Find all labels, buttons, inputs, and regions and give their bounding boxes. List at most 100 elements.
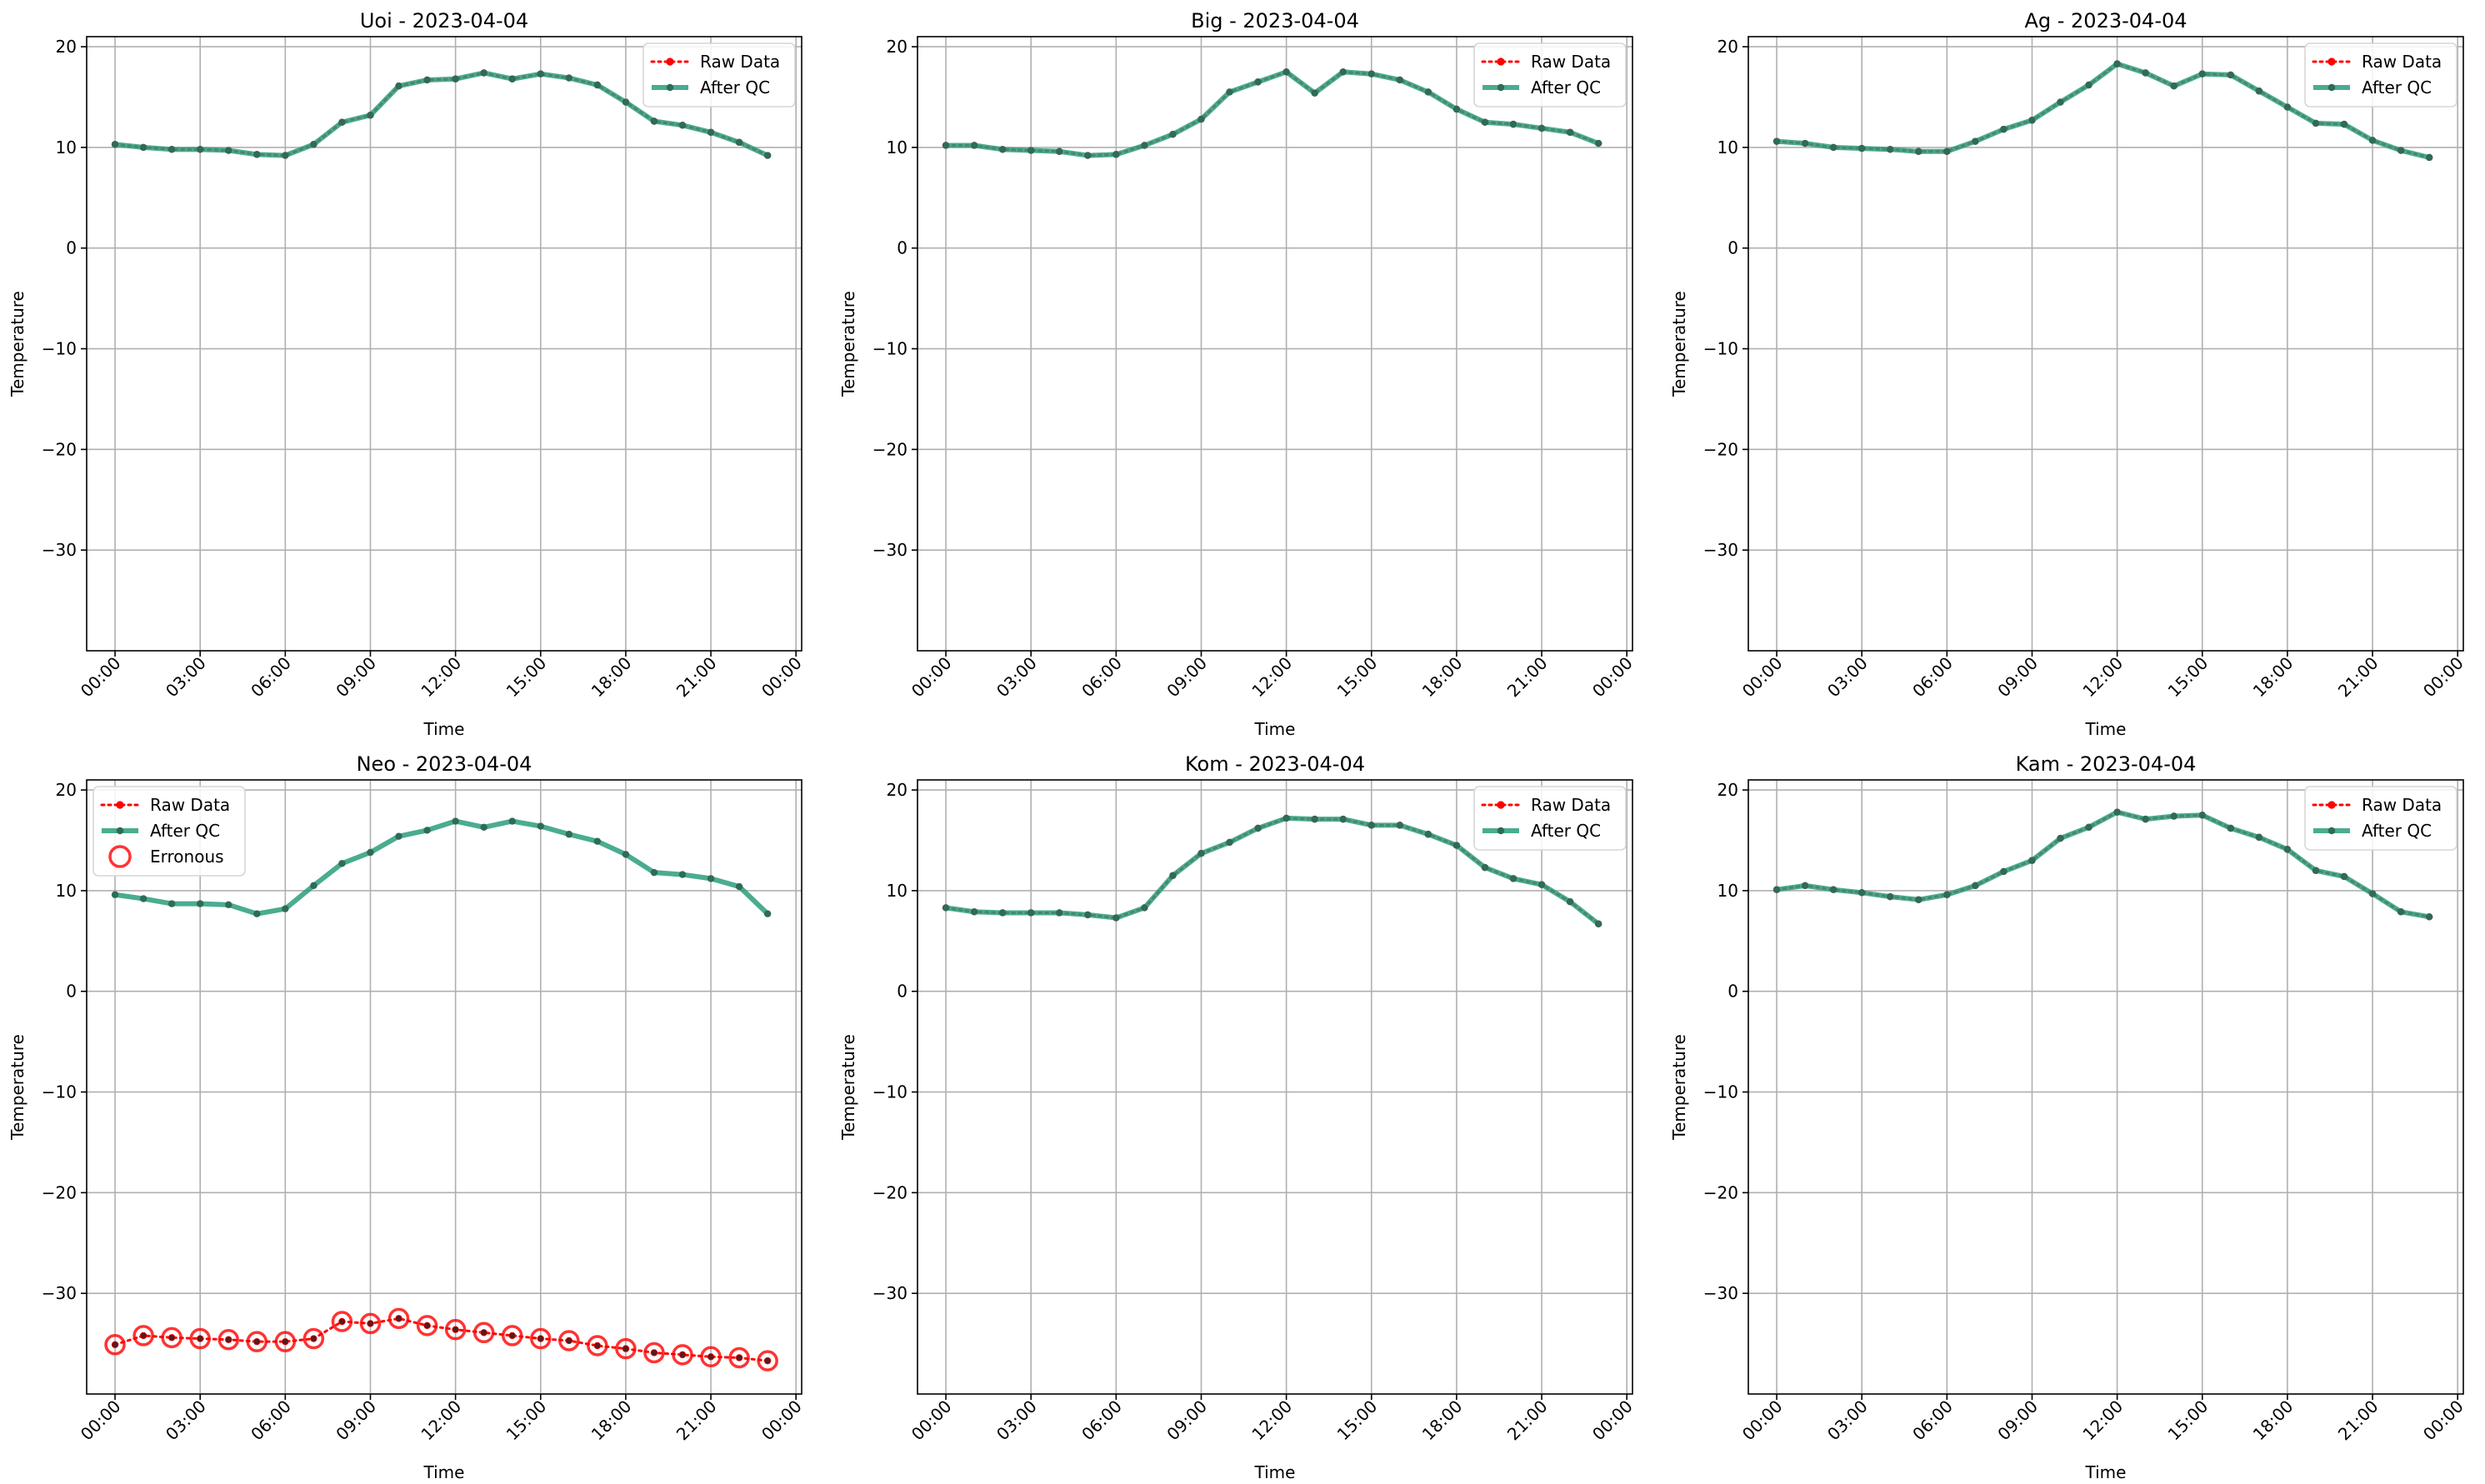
erroneous-center: [566, 1337, 572, 1344]
erroneous-marker: [132, 1325, 154, 1347]
data-point-after-qc: [2142, 815, 2149, 823]
data-point-after-qc: [2312, 867, 2320, 874]
data-point-after-qc: [2028, 857, 2036, 864]
series-line-after-qc: [1776, 809, 2430, 920]
x-axis-label: Time: [2085, 1462, 2127, 1482]
y-tick-label: −10: [42, 339, 77, 359]
legend-box: [92, 786, 246, 877]
chart-panel: 20 10 0 −10 −20 −30 00:00 03:00 06:00 09:00 12:00 1…: [8, 9, 806, 739]
data-point-after-qc: [1169, 130, 1177, 138]
x-tick-label: 00:00: [1588, 653, 1637, 702]
data-point-after-qc: [1027, 909, 1035, 917]
legend-label: Erronous: [150, 847, 224, 867]
data-point-after-qc: [1368, 70, 1375, 77]
legend: Raw Data After QC: [2304, 42, 2458, 107]
x-tick-label: 21:00: [2334, 1397, 2382, 1445]
x-tick-label: 09:00: [1993, 1397, 2042, 1445]
data-point-after-qc: [565, 74, 573, 82]
y-tick-label: −20: [42, 439, 77, 459]
y-tick-label: 10: [887, 881, 908, 901]
x-tick-label: 00:00: [1738, 1397, 1787, 1445]
y-tick-label: 0: [66, 982, 77, 1002]
plot-frame: [86, 36, 802, 652]
data-point-after-qc: [942, 904, 950, 912]
x-tick-label: 12:00: [2078, 1397, 2127, 1445]
y-tick-label: 0: [897, 238, 908, 258]
data-point-after-qc: [1226, 88, 1233, 96]
x-tick-label: 06:00: [1078, 1397, 1126, 1445]
chart-panel: 20 10 0 −10 −20 −30 00:00 03:00 06:00 09:00 12:00 1…: [838, 752, 1637, 1482]
erroneous-center: [367, 1320, 373, 1327]
erroneous-marker: [587, 1335, 608, 1357]
x-tick-label: 00:00: [758, 1397, 806, 1445]
data-point-after-qc: [2113, 808, 2121, 816]
y-tick-label: −30: [42, 540, 77, 560]
erroneous-center: [538, 1336, 544, 1342]
x-tick-label: 09:00: [1162, 1397, 1211, 1445]
chart-panel: 20 10 0 −10 −20 −30 00:00 03:00 06:00 09:00 12:00 1…: [1669, 752, 2468, 1482]
y-tick-label: 20: [56, 780, 77, 800]
erroneous-marker: [302, 1327, 325, 1350]
erroneous-marker: [643, 1342, 665, 1364]
y-tick-label: −20: [872, 1182, 908, 1202]
legend: Raw Data After QC: [642, 42, 796, 107]
erroneous-marker: [700, 1346, 722, 1368]
x-tick-label: 18:00: [2249, 653, 2298, 702]
x-tick-label: 18:00: [2249, 1397, 2298, 1445]
legend-swatch-marker: [1497, 57, 1505, 66]
data-point-after-qc: [1915, 147, 1922, 155]
chart-title: Big - 2023-04-04: [1191, 9, 1359, 32]
y-axis-label: Temperature: [1669, 1034, 1689, 1141]
erroneous-center: [253, 1338, 260, 1345]
erroneous-center: [708, 1353, 714, 1360]
plot-frame: [1748, 36, 2464, 652]
y-tick-label: 20: [56, 37, 77, 57]
erroneous-center: [764, 1357, 771, 1364]
legend-swatch-erroneous: [108, 845, 132, 868]
data-point-after-qc: [2397, 908, 2405, 916]
data-point-after-qc: [622, 851, 630, 858]
x-tick-label: 21:00: [1503, 1397, 1552, 1445]
legend-label: After QC: [1531, 821, 1601, 841]
x-tick-label: 06:00: [1908, 653, 1957, 702]
legend: Raw Data After QC: [1473, 42, 1627, 107]
x-tick-label: 18:00: [588, 1397, 636, 1445]
data-point-after-qc: [310, 882, 318, 890]
x-tick-label: 15:00: [1333, 1397, 1382, 1445]
data-point-after-qc: [678, 871, 687, 878]
x-axis-label: Time: [1254, 1462, 1296, 1482]
y-tick-label: 10: [1718, 881, 1738, 901]
erroneous-marker: [558, 1330, 580, 1352]
chart-title: Kam - 2023-04-04: [2016, 752, 2197, 776]
erroneous-center: [679, 1352, 686, 1358]
erroneous-center: [338, 1318, 345, 1325]
erroneous-center: [225, 1337, 232, 1343]
data-point-after-qc: [508, 817, 516, 825]
chart-title: Uoi - 2023-04-04: [360, 9, 528, 32]
data-point-after-qc: [395, 82, 402, 90]
y-tick-label: 10: [56, 881, 77, 901]
data-point-after-qc: [678, 122, 687, 129]
legend-swatch-marker: [1497, 83, 1505, 92]
erroneous-marker: [189, 1327, 211, 1350]
plot-frame: [917, 36, 1633, 652]
x-tick-label: 03:00: [162, 653, 210, 702]
erroneous-center: [736, 1355, 742, 1362]
chart-title: Kom - 2023-04-04: [1185, 752, 1365, 776]
erroneous-marker: [218, 1329, 239, 1351]
erroneous-center: [310, 1336, 317, 1342]
legend-swatch-marker: [1497, 827, 1505, 835]
x-tick-label: 00:00: [908, 1397, 956, 1445]
x-tick-label: 06:00: [1078, 653, 1126, 702]
x-tick-label: 00:00: [908, 653, 956, 702]
data-point-after-qc: [735, 138, 743, 147]
y-tick-label: −10: [42, 1082, 77, 1102]
data-point-after-qc: [1538, 124, 1546, 132]
x-tick-label: 00:00: [2419, 653, 2468, 702]
x-tick-label: 12:00: [1248, 653, 1296, 702]
erroneous-center: [651, 1349, 658, 1356]
x-tick-label: 03:00: [162, 1397, 210, 1445]
y-tick-label: 10: [56, 137, 77, 157]
legend-label: Raw Data: [2362, 795, 2442, 815]
erroneous-marker: [444, 1318, 467, 1341]
